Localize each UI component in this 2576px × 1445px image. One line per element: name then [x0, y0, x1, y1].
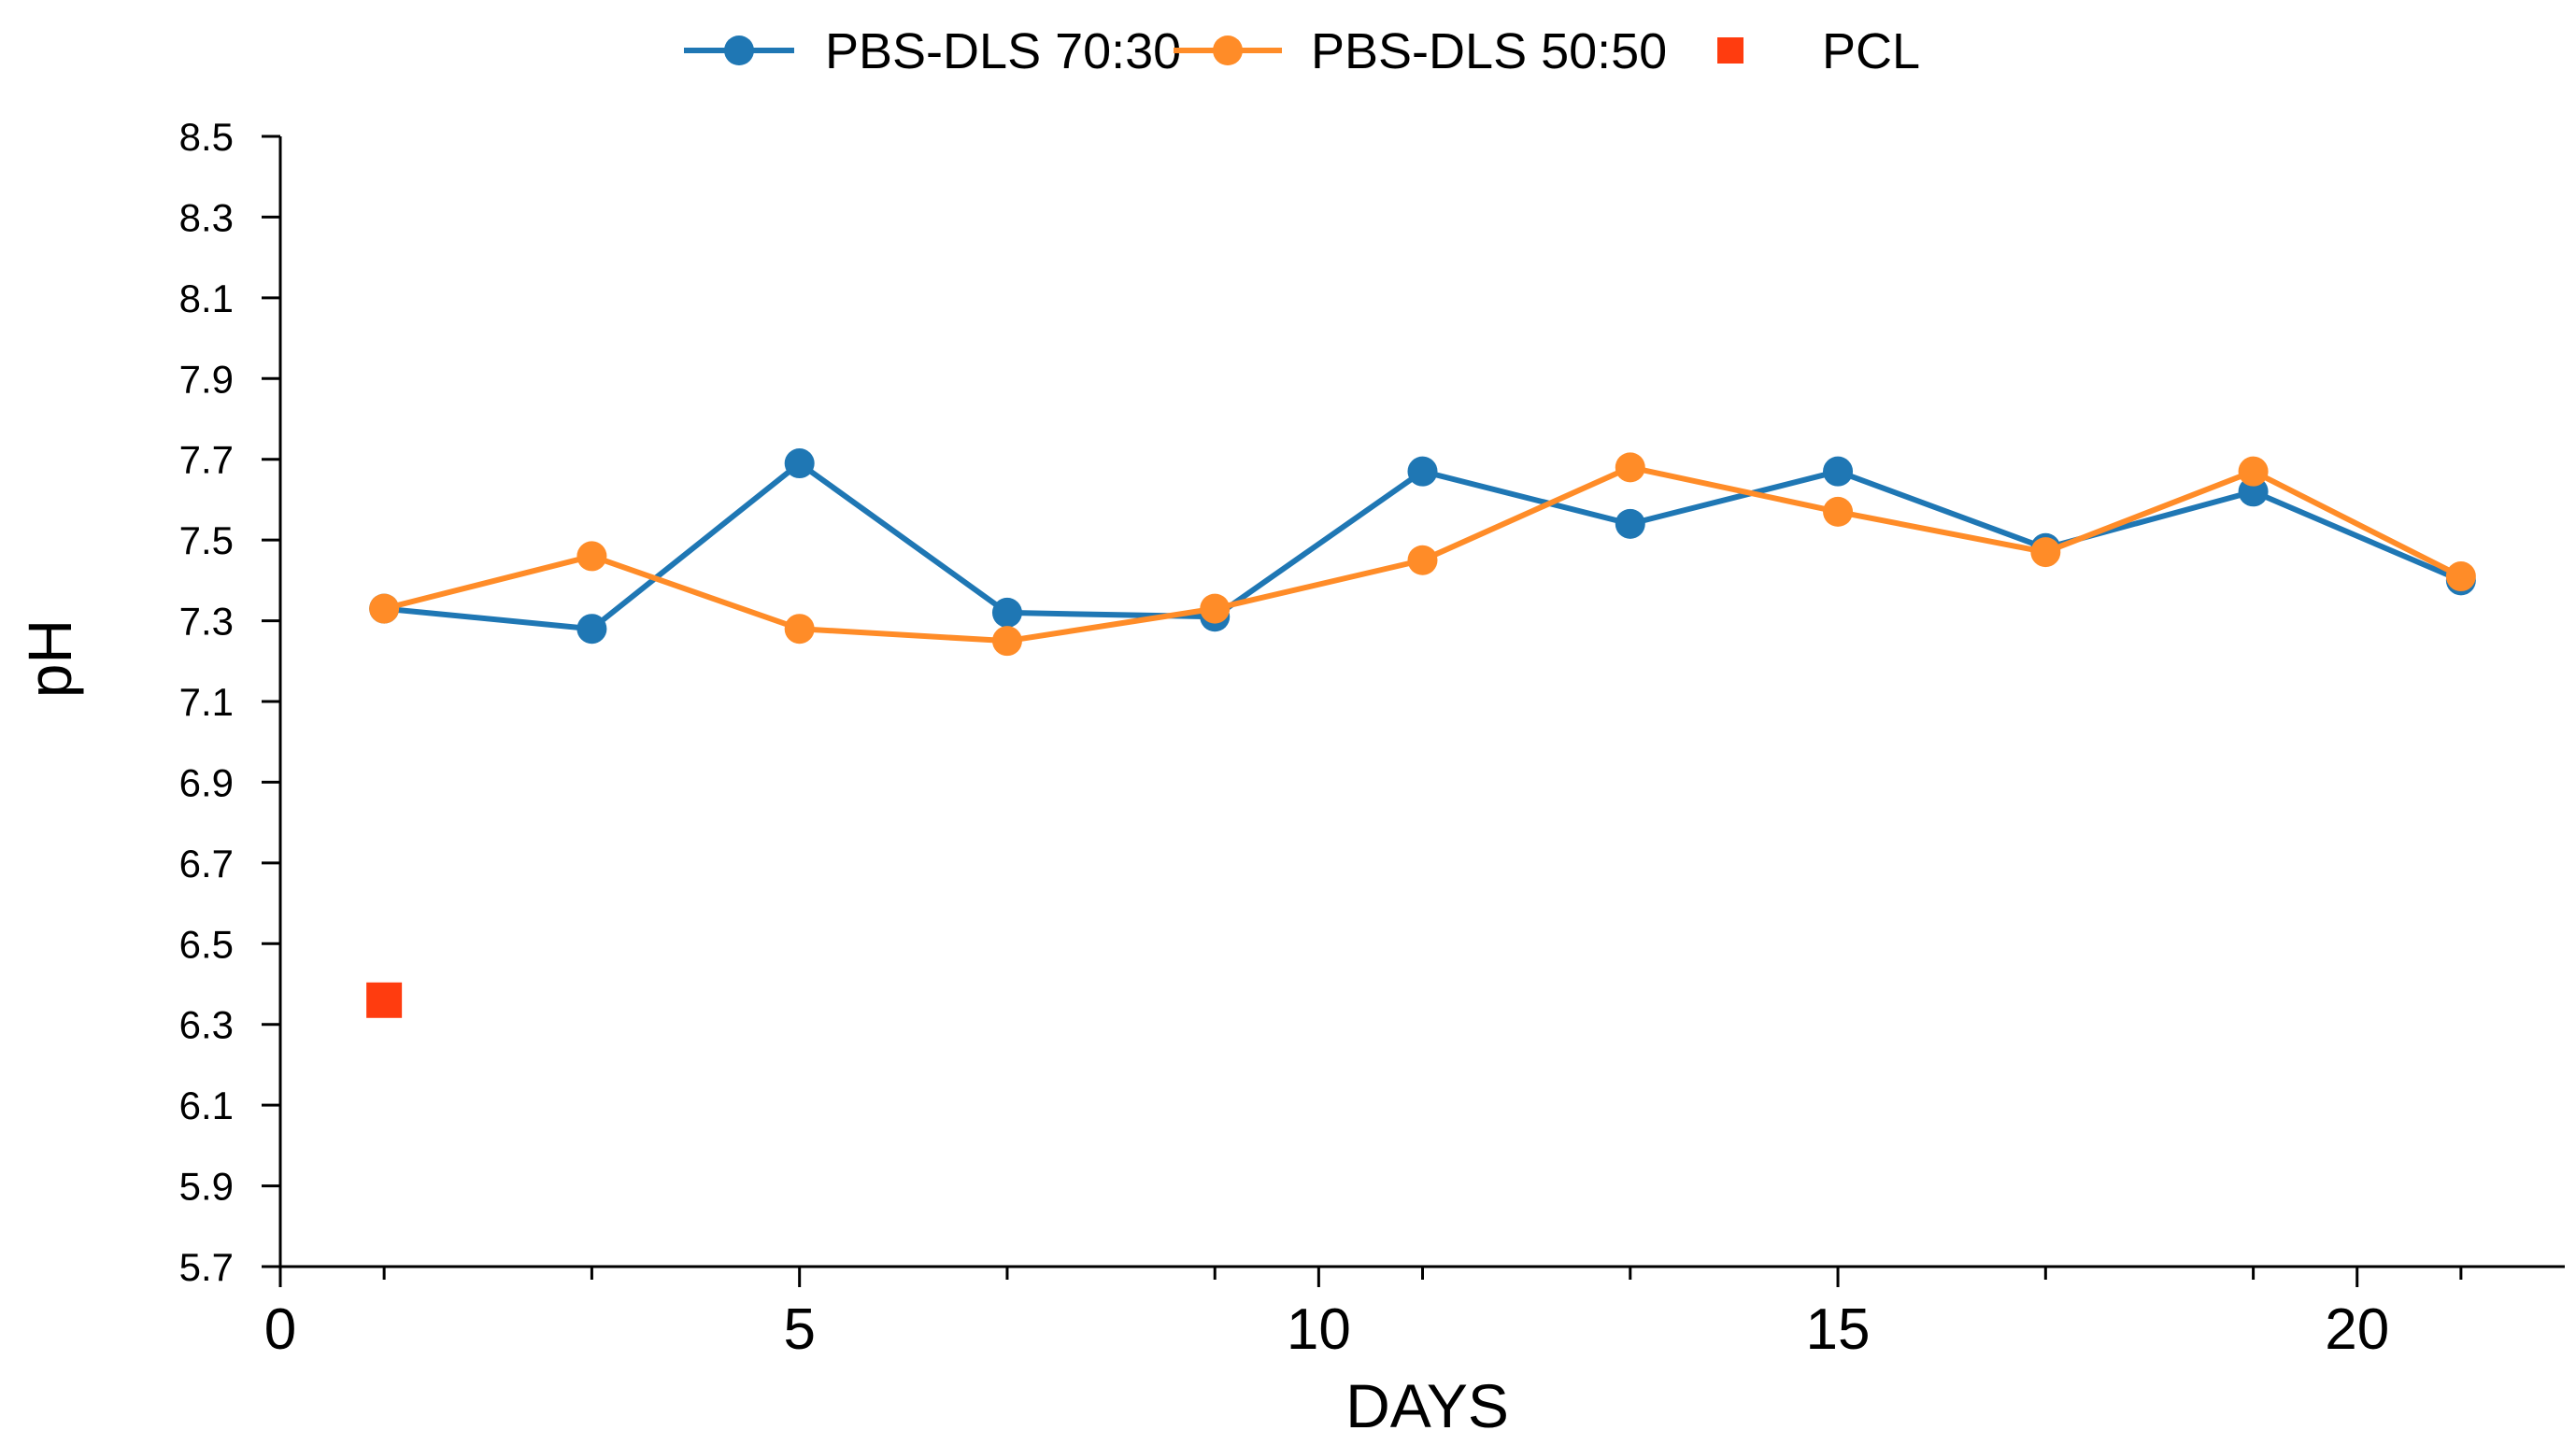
x-tick-label: 10 — [1287, 1297, 1351, 1362]
y-tick-label: 8.5 — [179, 115, 234, 159]
y-tick-label: 7.1 — [179, 680, 234, 724]
legend-item-pbs-dls-70-30: PBS-DLS 70:30 — [684, 23, 1181, 79]
legend-marker — [724, 35, 754, 65]
data-point — [1407, 545, 1438, 575]
series-layer — [366, 448, 2476, 1018]
y-tick-label: 6.1 — [179, 1084, 234, 1127]
y-tick-label: 6.9 — [179, 760, 234, 804]
legend-label: PCL — [1822, 23, 1920, 79]
legend: PBS-DLS 70:30 PBS-DLS 50:50 PCL — [684, 23, 1920, 79]
series-pbs-dls-50-50 — [369, 452, 2476, 657]
y-tick-label: 6.3 — [179, 1003, 234, 1047]
axes: 5.7 5.9 6.1 6.3 6.5 6.7 6.9 7.1 7.3 7.5 7.7 7.9 8.1 8… — [15, 115, 2565, 1440]
y-tick-label: 7.5 — [179, 518, 234, 562]
y-tick-label: 8.3 — [179, 195, 234, 239]
data-point — [1823, 496, 1854, 527]
y-tick-label: 6.5 — [179, 922, 234, 966]
y-axis-title: pH — [15, 619, 84, 698]
data-point — [991, 626, 1022, 657]
legend-item-pbs-dls-50-50: PBS-DLS 50:50 — [1174, 23, 1667, 79]
data-point — [1200, 593, 1231, 624]
data-point — [784, 614, 815, 645]
y-tick-label: 7.7 — [179, 438, 234, 482]
y-tick-label: 8.1 — [179, 276, 234, 320]
data-point — [366, 982, 403, 1018]
x-tick-label: 5 — [783, 1297, 815, 1362]
data-point — [576, 541, 607, 572]
data-point — [2238, 456, 2269, 487]
data-point — [369, 593, 400, 624]
legend-label: PBS-DLS 50:50 — [1311, 23, 1667, 79]
y-tick-label: 5.7 — [179, 1245, 234, 1289]
legend-marker — [1717, 37, 1743, 64]
x-tick-label: 15 — [1806, 1297, 1871, 1362]
data-point — [2030, 537, 2061, 568]
y-tick-label: 7.9 — [179, 357, 234, 401]
data-point — [2445, 561, 2476, 592]
legend-item-pcl: PCL — [1717, 23, 1920, 79]
y-tick-label: 6.7 — [179, 842, 234, 885]
data-point — [1407, 456, 1438, 487]
legend-marker — [1213, 35, 1243, 65]
y-tick-label: 7.3 — [179, 600, 234, 644]
data-point — [1615, 508, 1645, 539]
x-axis-title: DAYS — [1345, 1371, 1509, 1440]
data-point — [784, 448, 815, 479]
data-point — [576, 614, 607, 645]
legend-label: PBS-DLS 70:30 — [825, 23, 1181, 79]
data-point — [991, 597, 1022, 628]
x-tick-label: 0 — [264, 1297, 296, 1362]
data-point — [1615, 452, 1645, 483]
y-tick-label: 5.9 — [179, 1165, 234, 1209]
data-point — [1823, 456, 1854, 487]
x-tick-label: 20 — [2325, 1297, 2389, 1362]
series-pcl — [366, 982, 403, 1018]
